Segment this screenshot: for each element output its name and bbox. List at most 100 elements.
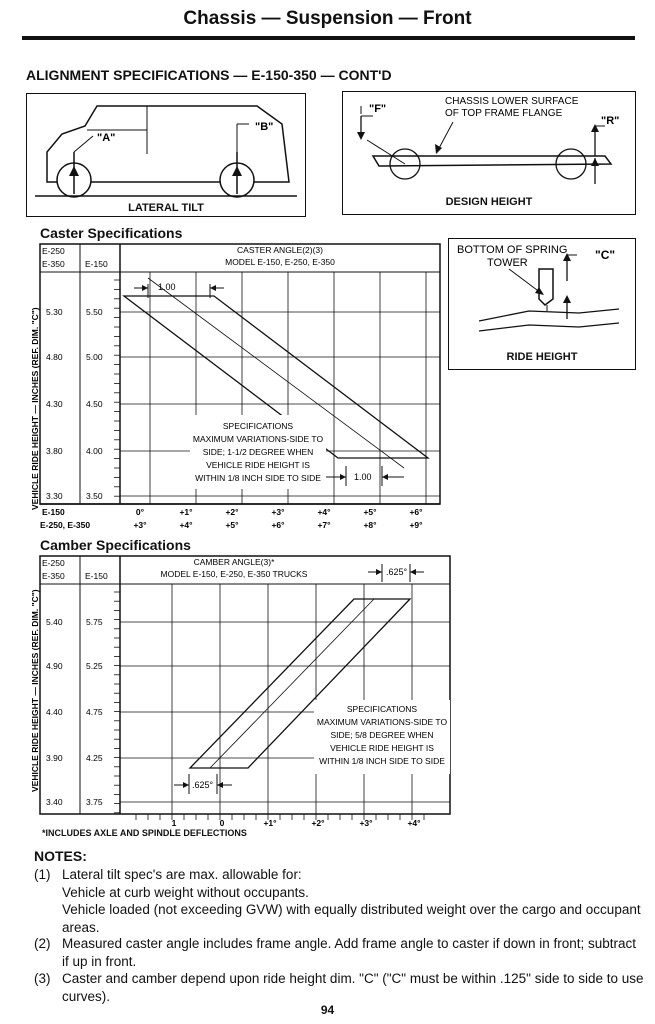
ride-height-drawing: BOTTOM OF SPRING TOWER "C" (457, 244, 620, 332)
camber-row-e150: 5.75 (86, 617, 103, 627)
design-height-caption: DESIGN HEIGHT (445, 196, 533, 208)
caster-row-e250-350: 5.30 (46, 307, 63, 317)
camber-header-2: MODEL E-150, E-250, E-350 TRUCKS (161, 569, 308, 579)
camber-col-e150: E-150 (85, 571, 108, 581)
caster-x-label-e250: E-250, E-350 (40, 520, 90, 530)
page-number: 94 (320, 1003, 335, 1017)
caster-spec-line: SPECIFICATIONS (223, 421, 294, 431)
camber-spec-line: SIDE; 5/8 DEGREE WHEN (331, 730, 434, 740)
caster-col-e350: E-350 (42, 259, 65, 269)
label-r: "R" (601, 115, 619, 127)
design-height-callout-2: OF TOP FRAME FLANGE (445, 108, 563, 119)
label-c: "C" (595, 248, 615, 262)
note-2: (2) Measured caster angle includes frame… (34, 935, 644, 970)
note-1-line-1: Lateral tilt spec's are max. allowable f… (62, 867, 302, 882)
camber-center-line (209, 598, 375, 769)
camber-row-e250-350: 5.40 (46, 617, 63, 627)
camber-spec-line: VEHICLE RIDE HEIGHT IS (330, 743, 434, 753)
caster-row-e150: 5.50 (86, 307, 103, 317)
page-title: Chassis — Suspension — Front (183, 8, 472, 29)
camber-row-e150: 5.25 (86, 661, 103, 671)
caster-row-e150: 3.50 (86, 491, 103, 501)
camber-xtick: +2° (311, 818, 325, 828)
caster-xtick-e150: +2° (225, 507, 239, 517)
caster-title: Caster Specifications (40, 225, 183, 241)
caster-header-1: CASTER ANGLE(2)(3) (237, 245, 323, 255)
camber-row-e150: 4.25 (86, 753, 103, 763)
caster-col-e250: E-250 (42, 246, 65, 256)
caster-y-axis-label: VEHICLE RIDE HEIGHT — INCHES (REF. DIM. … (30, 307, 40, 510)
caster-spec-band (122, 295, 430, 459)
camber-width-top: .625° (386, 567, 408, 577)
note-3-text: Caster and camber depend upon ride heigh… (62, 971, 644, 1004)
design-height-figure: "F" "R" CHASSIS LOWER SURFACE OF TOP FRA… (342, 91, 636, 215)
label-b: "B" (255, 121, 273, 133)
caster-spec-line: VEHICLE RIDE HEIGHT IS (206, 460, 310, 470)
camber-xtick: 1 (172, 818, 177, 828)
camber-spec-line: SPECIFICATIONS (347, 704, 418, 714)
lateral-tilt-caption: LATERAL TILT (128, 202, 204, 214)
notes-heading: NOTES: (34, 848, 87, 864)
design-height-callout-1: CHASSIS LOWER SURFACE (445, 96, 579, 107)
camber-row-e250-350: 3.40 (46, 797, 63, 807)
caster-row-e250-350: 4.80 (46, 352, 63, 362)
note-3: (3) Caster and camber depend upon ride h… (34, 970, 644, 1005)
design-height-drawing: "F" "R" CHASSIS LOWER SURFACE OF TOP FRA… (357, 96, 619, 184)
camber-xtick: 0 (220, 818, 225, 828)
caster-spec-line: MAXIMUM VARIATIONS-SIDE TO (193, 434, 324, 444)
caster-row-e250-350: 3.30 (46, 491, 63, 501)
camber-spec-band (188, 598, 412, 769)
note-1: (1) Lateral tilt spec's are max. allowab… (34, 866, 644, 936)
camber-xtick: +1° (263, 818, 277, 828)
note-1-number: (1) (34, 867, 51, 882)
camber-spec-line: WITHIN 1/8 INCH SIDE TO SIDE (319, 756, 445, 766)
caster-col-e150: E-150 (85, 259, 108, 269)
caster-xtick-e150: 0° (136, 507, 145, 517)
note-3-number: (3) (34, 971, 51, 986)
camber-row-e250-350: 4.90 (46, 661, 63, 671)
camber-chart: VEHICLE RIDE HEIGHT — INCHES (REF. DIM. … (30, 555, 451, 828)
caster-x-label-e150: E-150 (42, 507, 65, 517)
camber-row-e250-350: 4.40 (46, 707, 63, 717)
caster-xtick-e150: +5° (363, 507, 377, 517)
camber-xtick: +4° (407, 818, 421, 828)
footnote: *INCLUDES AXLE AND SPINDLE DEFLECTIONS (42, 828, 247, 838)
label-a: "A" (97, 132, 115, 144)
caster-center-line (147, 277, 405, 469)
note-1-line-2: Vehicle at curb weight without occupants… (62, 884, 309, 900)
camber-row-e150: 4.75 (86, 707, 103, 717)
caster-row-e250-350: 3.80 (46, 446, 63, 456)
camber-header-1: CAMBER ANGLE(3)* (194, 557, 275, 567)
section-title: ALIGNMENT SPECIFICATIONS — E-150-350 — C… (26, 67, 392, 83)
lateral-tilt-drawing: "A" "B" (35, 105, 297, 198)
caster-xtick-e250: +4° (179, 520, 193, 530)
note-1-line-3: Vehicle loaded (not exceeding GVW) with … (62, 902, 641, 935)
title-rule (22, 36, 635, 40)
caster-xtick-e250: +5° (225, 520, 239, 530)
caster-spec-line: SIDE; 1-1/2 DEGREE WHEN (203, 447, 314, 457)
note-2-number: (2) (34, 936, 51, 951)
ride-height-callout-1: BOTTOM OF SPRING (457, 244, 567, 256)
caster-spec-line: WITHIN 1/8 INCH SIDE TO SIDE (195, 473, 321, 483)
note-2-text: Measured caster angle includes frame ang… (62, 936, 637, 969)
caster-row-e250-350: 4.30 (46, 399, 63, 409)
camber-spec-line: MAXIMUM VARIATIONS-SIDE TO (317, 717, 448, 727)
caster-xtick-e150: +3° (271, 507, 285, 517)
ride-height-callout-2: TOWER (487, 257, 528, 269)
camber-y-axis-label: VEHICLE RIDE HEIGHT — INCHES (REF. DIM. … (30, 589, 40, 792)
caster-width-top: 1.00 (158, 282, 176, 292)
caster-xtick-e150: +1° (179, 507, 193, 517)
lateral-tilt-figure: "A" "B" LATERAL TILT (26, 93, 306, 217)
caster-width-bottom: 1.00 (354, 472, 372, 482)
caster-xtick-e250: +3° (133, 520, 147, 530)
caster-row-e150: 4.00 (86, 446, 103, 456)
camber-row-e150: 3.75 (86, 797, 103, 807)
ride-height-caption: RIDE HEIGHT (506, 351, 578, 363)
label-f: "F" (369, 103, 386, 115)
caster-row-e150: 5.00 (86, 352, 103, 362)
ride-height-figure: BOTTOM OF SPRING TOWER "C" RIDE HEIGHT (448, 238, 636, 370)
caster-row-e150: 4.50 (86, 399, 103, 409)
camber-col-e250: E-250 (42, 558, 65, 568)
camber-xtick: +3° (359, 818, 373, 828)
camber-title: Camber Specifications (40, 537, 191, 553)
